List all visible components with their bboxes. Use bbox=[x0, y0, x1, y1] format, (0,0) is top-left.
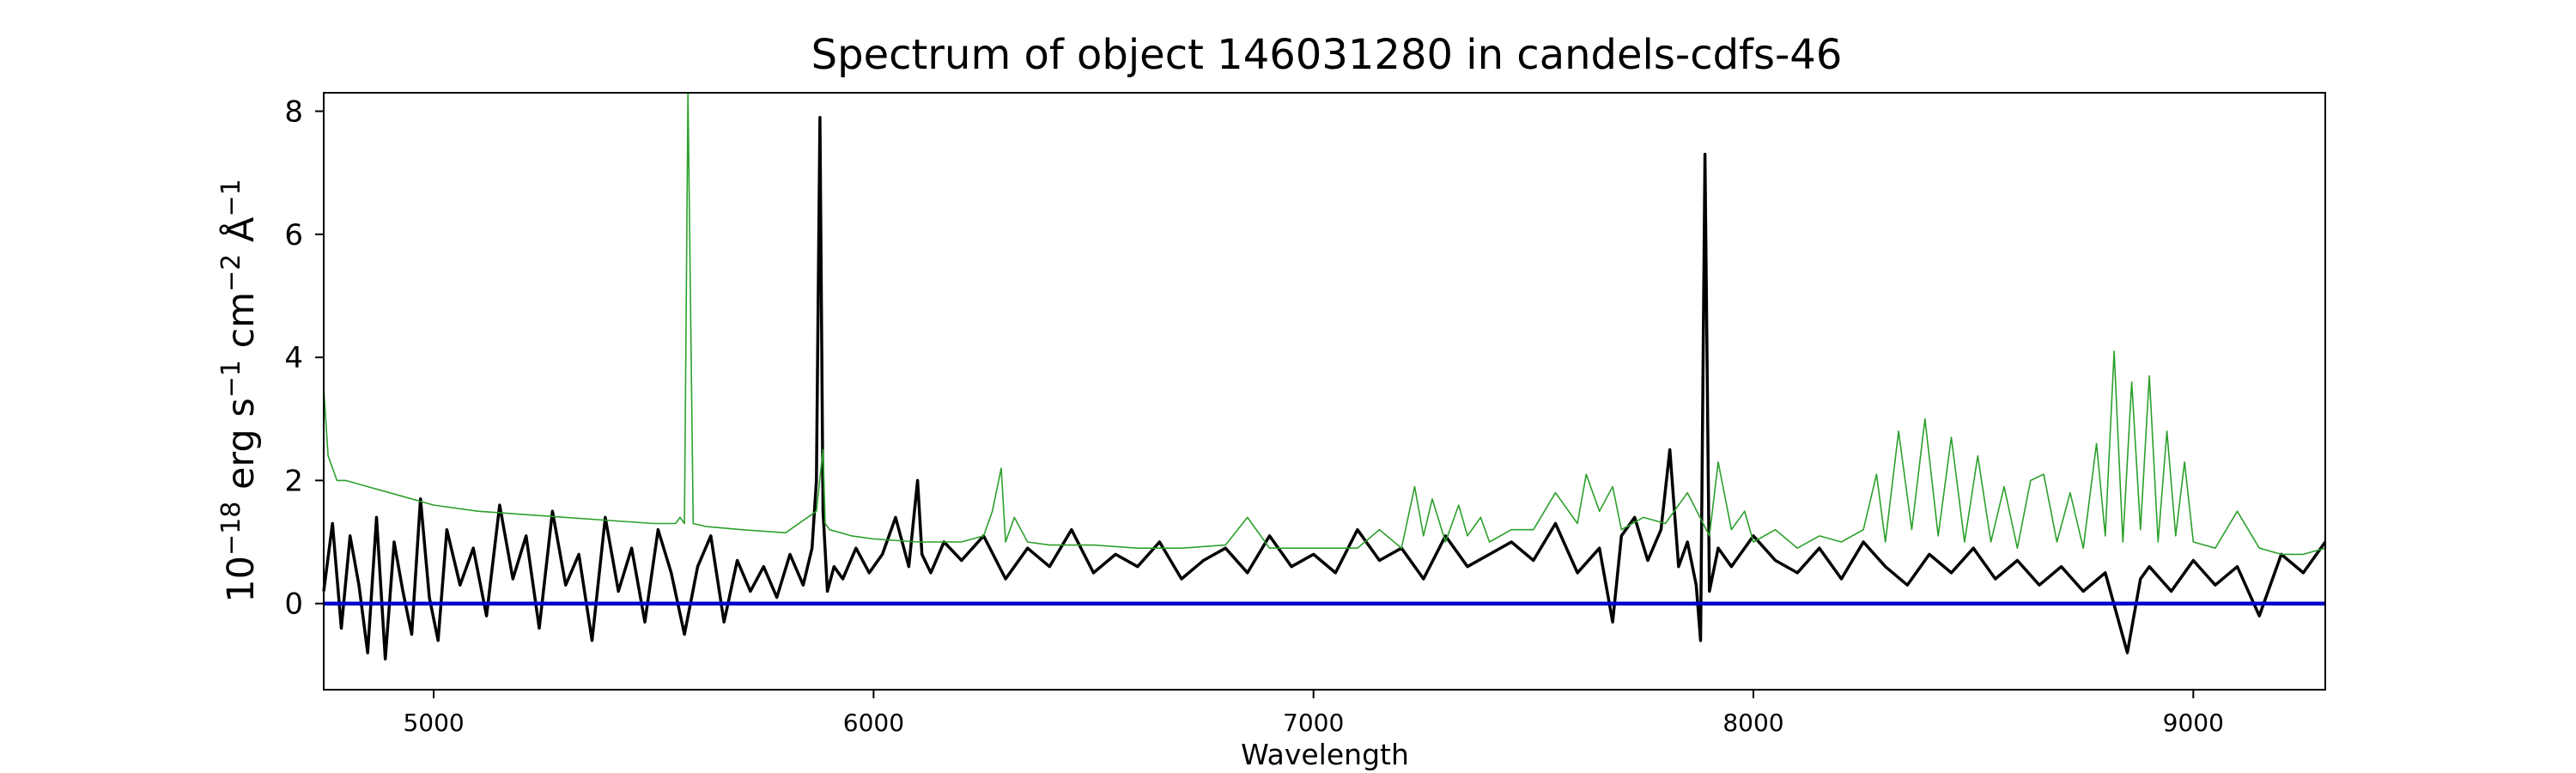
chart-title: Spectrum of object 146031280 in candels-… bbox=[811, 31, 1843, 79]
y-tick-label: 2 bbox=[284, 464, 303, 498]
y-tick-label: 8 bbox=[284, 94, 303, 129]
x-axis: 5000 6000 7000 8000 9000 bbox=[403, 690, 2224, 737]
x-tick-label: 7000 bbox=[1283, 709, 1344, 737]
x-tick-label: 5000 bbox=[403, 709, 464, 737]
flux-series-line bbox=[322, 115, 2327, 660]
x-tick-label: 6000 bbox=[843, 709, 904, 737]
y-tick-label: 4 bbox=[284, 341, 303, 375]
error-series-line bbox=[323, 92, 2326, 556]
y-tick-label: 0 bbox=[284, 587, 303, 622]
y-tick-label: 6 bbox=[284, 218, 303, 253]
y-axis: 0 2 4 6 8 bbox=[284, 94, 324, 622]
x-axis-label: Wavelength bbox=[1241, 738, 1409, 771]
plot-frame bbox=[323, 92, 2326, 691]
x-tick-label: 8000 bbox=[1722, 709, 1783, 737]
y-axis-label: 10−18 erg s−1 cm−2 Å−1 bbox=[216, 179, 263, 602]
x-tick-label: 9000 bbox=[2163, 709, 2224, 737]
plot-area bbox=[322, 92, 2327, 660]
